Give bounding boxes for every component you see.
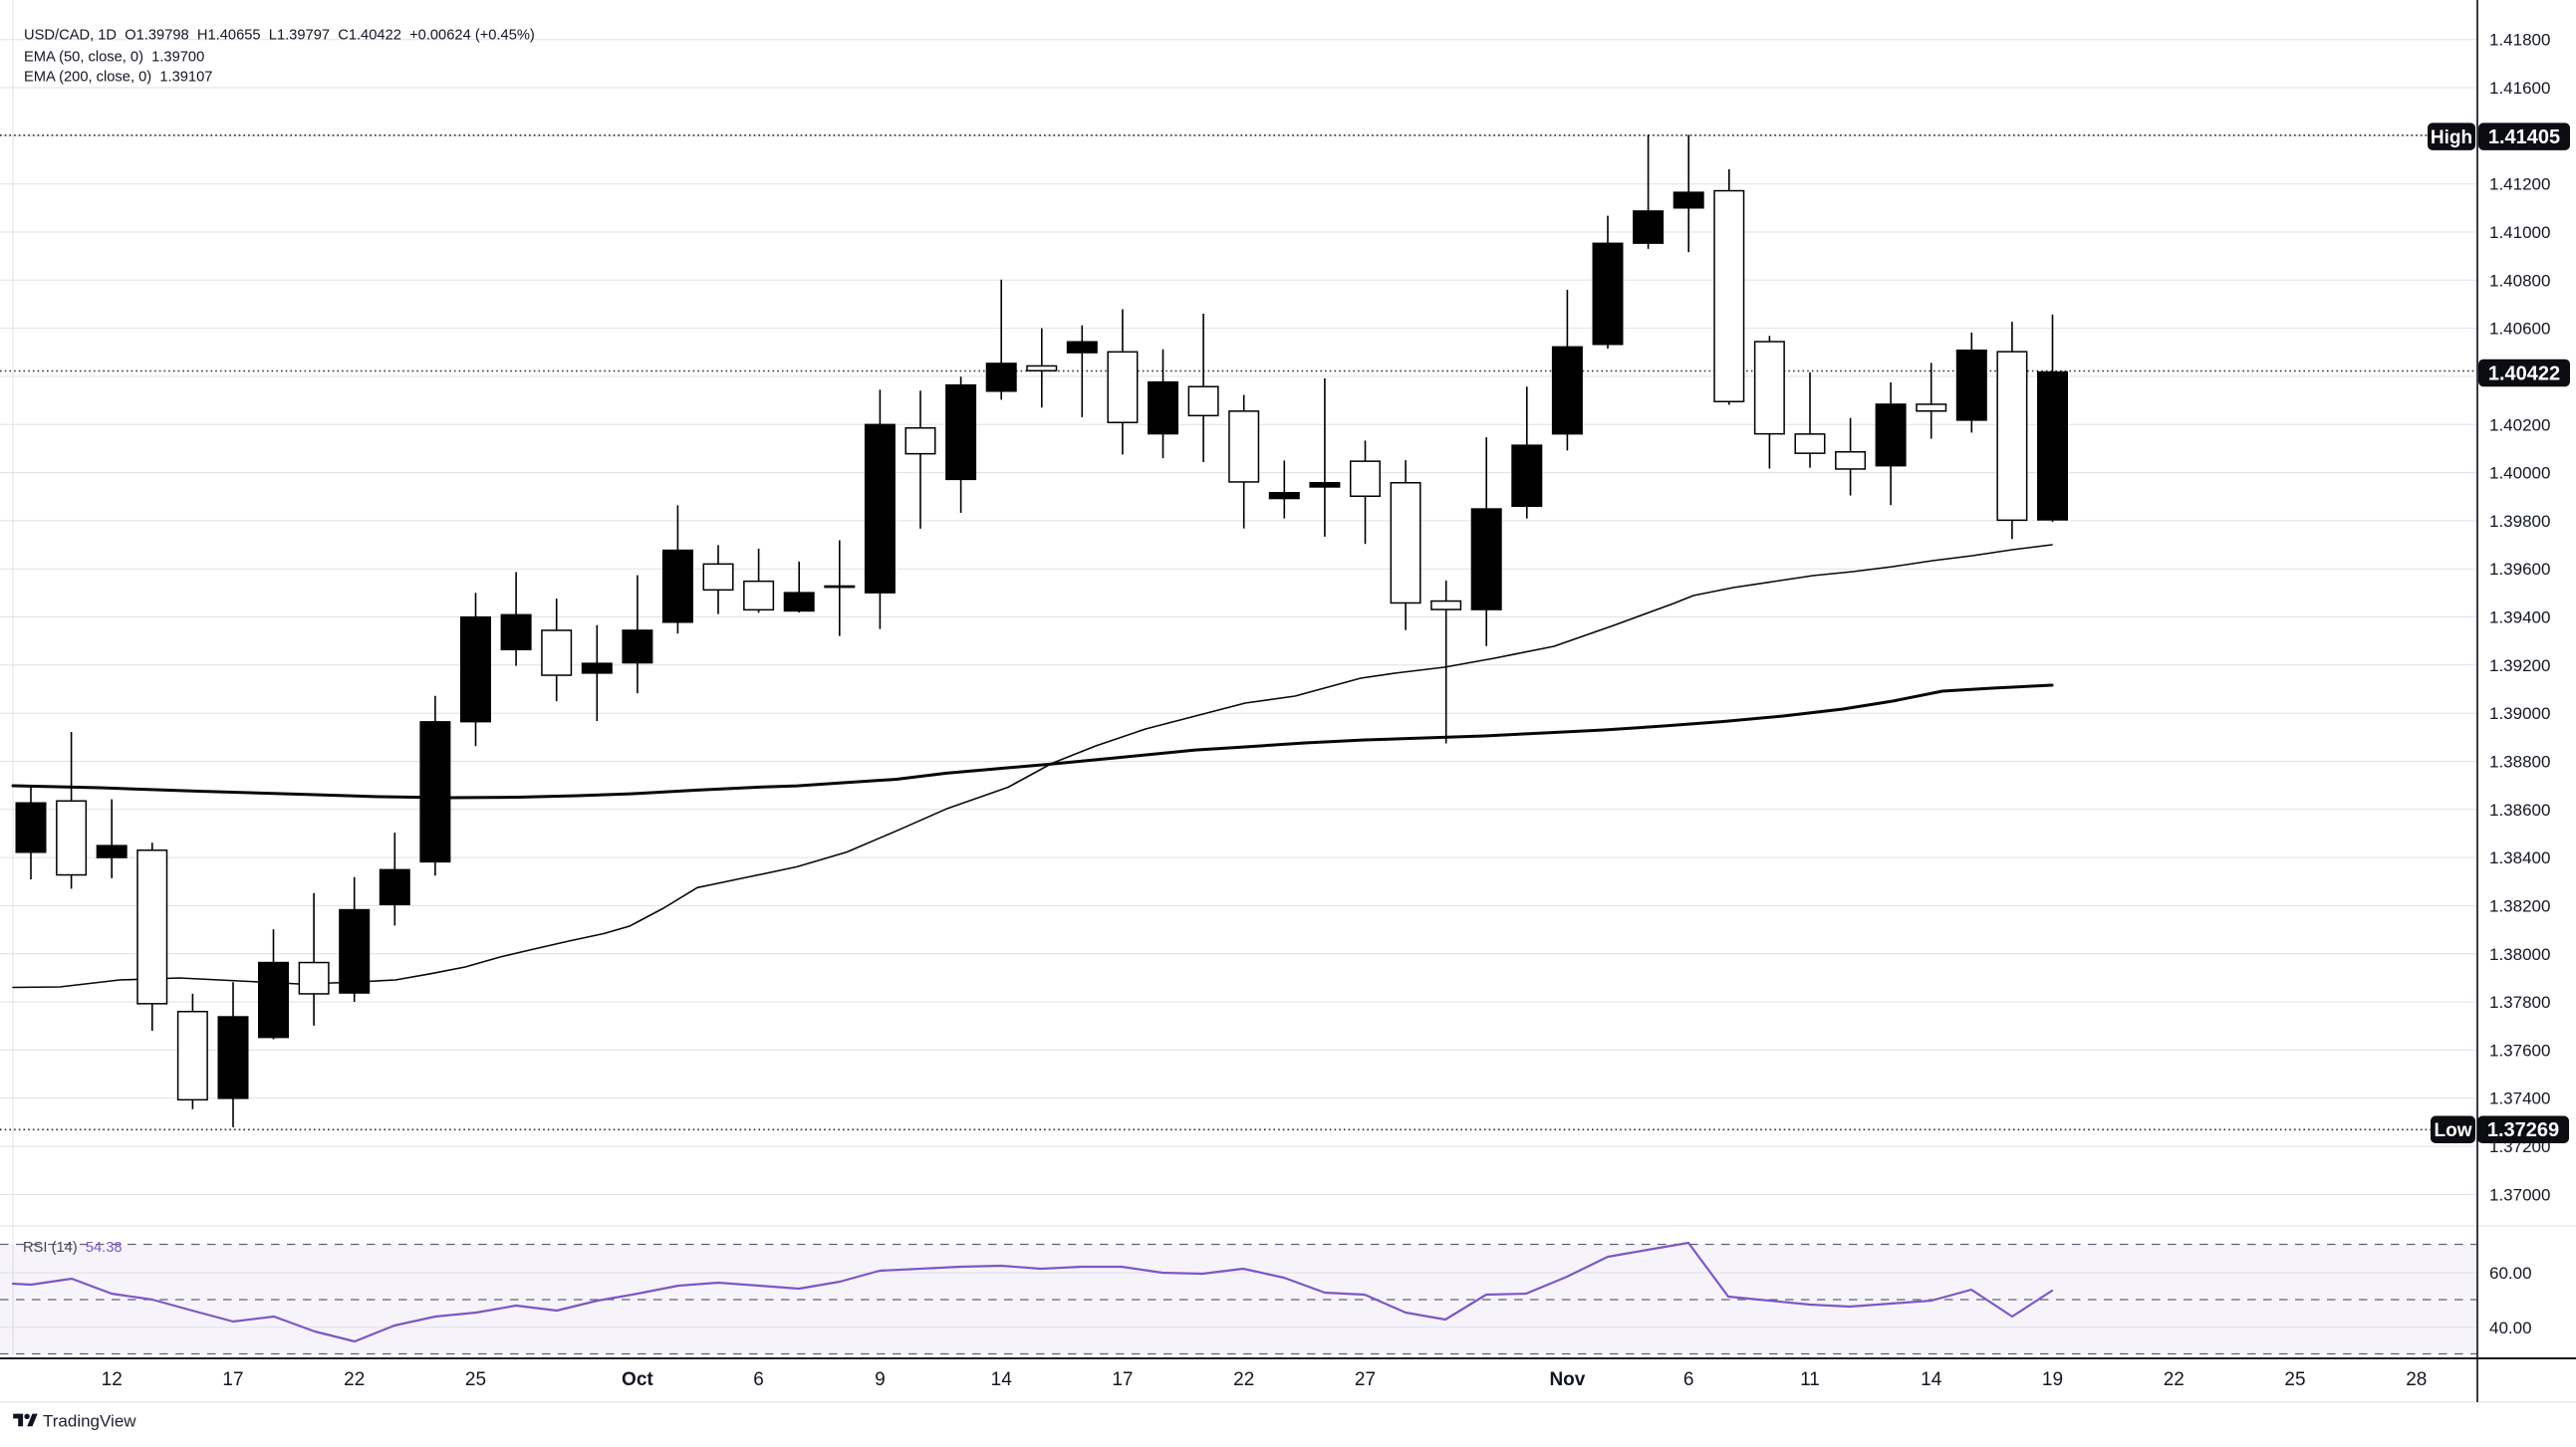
svg-text:17: 17: [1112, 1369, 1133, 1390]
svg-text:6: 6: [1683, 1369, 1694, 1390]
svg-text:Low: Low: [2435, 1120, 2472, 1141]
svg-text:22: 22: [2164, 1369, 2185, 1390]
svg-text:1.37269: 1.37269: [2487, 1119, 2559, 1141]
svg-text:1.37600: 1.37600: [2489, 1041, 2550, 1060]
svg-text:1.40200: 1.40200: [2489, 415, 2550, 434]
svg-text:1.39800: 1.39800: [2489, 512, 2550, 531]
svg-text:1.38600: 1.38600: [2489, 801, 2550, 820]
svg-text:1.38400: 1.38400: [2489, 848, 2550, 867]
svg-text:EMA (200, close, 0) 1.39107: EMA (200, close, 0) 1.39107: [24, 70, 212, 86]
svg-text:USD/CAD, 1D O1.39798 H1.4065: USD/CAD, 1D O1.39798 H1.40655 L1.39797 C…: [24, 28, 535, 44]
svg-text:1.38000: 1.38000: [2489, 945, 2550, 964]
svg-text:1.41405: 1.41405: [2488, 126, 2560, 148]
svg-text:25: 25: [2284, 1369, 2305, 1390]
svg-text:12: 12: [102, 1369, 123, 1390]
svg-text:1.41600: 1.41600: [2489, 79, 2550, 98]
svg-text:17: 17: [222, 1369, 243, 1390]
svg-text:25: 25: [465, 1369, 486, 1390]
svg-text:14: 14: [1921, 1369, 1942, 1390]
svg-text:1.39000: 1.39000: [2489, 704, 2550, 723]
svg-text:RSI (14) 54.38: RSI (14) 54.38: [23, 1240, 123, 1256]
svg-text:14: 14: [991, 1369, 1013, 1390]
svg-text:28: 28: [2406, 1369, 2427, 1390]
svg-text:EMA (50, close, 0) 1.39700: EMA (50, close, 0) 1.39700: [24, 50, 204, 66]
svg-text:1.39400: 1.39400: [2489, 608, 2550, 627]
svg-text:1.39200: 1.39200: [2489, 656, 2550, 675]
svg-text:1.41800: 1.41800: [2489, 31, 2550, 50]
svg-text:1.37800: 1.37800: [2489, 993, 2550, 1012]
svg-text:1.41200: 1.41200: [2489, 175, 2550, 194]
svg-text:Nov: Nov: [1549, 1369, 1585, 1390]
svg-text:6: 6: [753, 1369, 764, 1390]
svg-text:11: 11: [1800, 1369, 1820, 1390]
svg-text:1.40800: 1.40800: [2489, 271, 2550, 290]
svg-text:1.37400: 1.37400: [2489, 1089, 2550, 1108]
svg-text:19: 19: [2042, 1369, 2063, 1390]
svg-text:1.38800: 1.38800: [2489, 753, 2550, 772]
svg-text:TradingView: TradingView: [43, 1412, 136, 1431]
svg-text:1.39600: 1.39600: [2489, 560, 2550, 579]
svg-text:1.37000: 1.37000: [2489, 1185, 2550, 1204]
svg-text:9: 9: [875, 1369, 886, 1390]
svg-text:27: 27: [1355, 1369, 1376, 1390]
svg-text:Oct: Oct: [622, 1369, 653, 1390]
svg-text:1.38200: 1.38200: [2489, 896, 2550, 915]
svg-text:1.41000: 1.41000: [2489, 223, 2550, 242]
svg-text:1.40600: 1.40600: [2489, 320, 2550, 339]
svg-text:1.40422: 1.40422: [2488, 362, 2560, 384]
svg-text:1.40000: 1.40000: [2489, 464, 2550, 483]
svg-text:60.00: 60.00: [2489, 1264, 2532, 1283]
svg-text:40.00: 40.00: [2489, 1319, 2532, 1337]
svg-text:High: High: [2431, 127, 2472, 148]
svg-text:22: 22: [1233, 1369, 1254, 1390]
svg-text:22: 22: [344, 1369, 365, 1390]
